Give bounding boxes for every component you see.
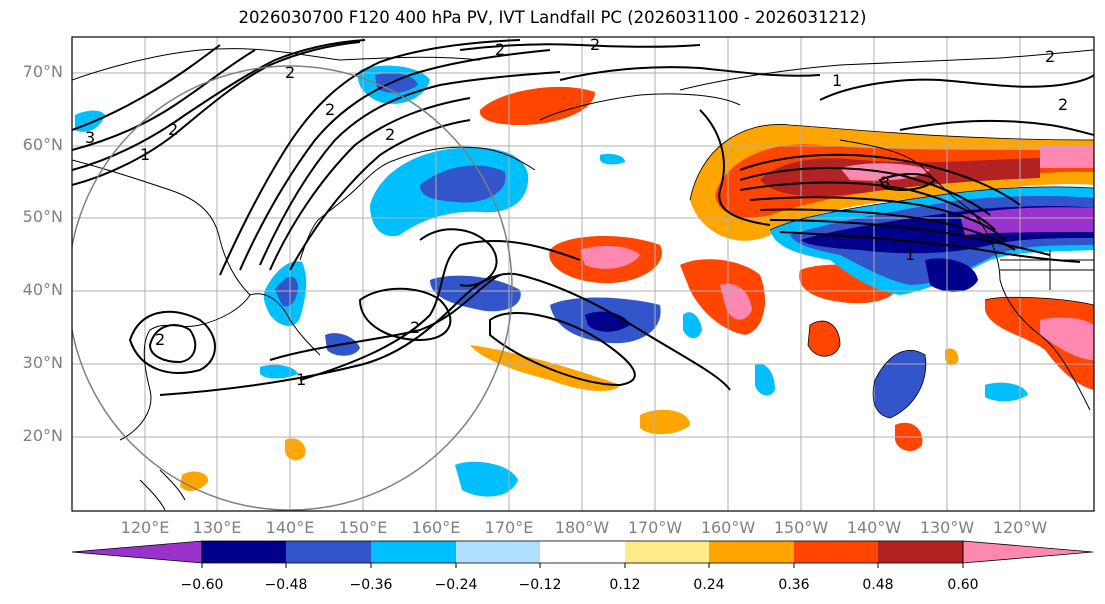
colorbar-tick-label: 0.36	[778, 577, 810, 593]
colorbar-segment	[371, 541, 456, 563]
contour-labels: 2 2 1 2 3 2 2 1 2 2 3 2 2 1 2 1	[85, 35, 1068, 389]
lon-label: 140°E	[265, 518, 315, 537]
contour-label: 2	[285, 63, 295, 82]
lon-label: 180°W	[554, 518, 610, 537]
contour-label: 2	[325, 100, 335, 119]
lon-label: 160°E	[411, 518, 461, 537]
lon-label: 170°W	[627, 518, 683, 537]
shading-outlines	[689, 124, 1094, 419]
lon-label: 150°E	[338, 518, 388, 537]
colorbar-segment	[456, 541, 540, 563]
pv-contours	[72, 39, 1094, 396]
contour-label: 2	[1058, 95, 1068, 114]
lat-label: 40°N	[22, 280, 63, 299]
colorbar-segment	[540, 541, 625, 563]
colorbar-tick-label: 0.24	[693, 577, 725, 593]
colorbar-extend-high	[962, 540, 1094, 564]
colorbar-extend-low	[71, 540, 203, 564]
contour-label: 1	[296, 370, 306, 389]
lon-label: 120°W	[992, 518, 1048, 537]
colorbar-tick-label: −0.48	[264, 577, 308, 593]
lat-label: 70°N	[22, 62, 63, 81]
graticule	[72, 37, 1094, 511]
contour-label: 2	[168, 120, 178, 139]
contour-label: 3	[85, 128, 95, 147]
colorbar-segment	[202, 541, 286, 563]
colorbar-segment	[709, 541, 794, 563]
contour-label: 1	[905, 245, 915, 264]
colorbar-tick-label: −0.24	[434, 577, 478, 593]
contour-label: 2	[155, 330, 165, 349]
lat-label: 20°N	[22, 426, 63, 445]
colorbar-segment	[794, 541, 878, 563]
colorbar-tick-label: 0.12	[609, 577, 641, 593]
contour-label: 2	[410, 318, 420, 337]
colorbar-tick-label: 0.48	[862, 577, 894, 593]
lat-label: 60°N	[22, 135, 63, 154]
colorbar-segment	[878, 541, 963, 563]
lat-label: 30°N	[22, 353, 63, 372]
map-panel: 2 2 1 2 3 2 2 1 2 2 3 2 2 1 2 1	[72, 35, 1094, 511]
lon-label: 160°W	[700, 518, 756, 537]
contour-label: 2	[590, 35, 600, 54]
colorbar-tick-label: −0.36	[349, 577, 393, 593]
colorbar-segment	[286, 541, 371, 563]
lon-label: 140°W	[846, 518, 902, 537]
colorbar-tick-label: −0.60	[180, 577, 224, 593]
lon-label: 150°W	[773, 518, 829, 537]
landfall-region-circle	[72, 65, 513, 511]
lon-label: 120°E	[120, 518, 170, 537]
figure-title: 2026030700 F120 400 hPa PV, IVT Landfall…	[238, 8, 867, 27]
coastlines	[72, 48, 1094, 511]
lat-label: 50°N	[22, 207, 63, 226]
lon-label: 130°W	[919, 518, 975, 537]
contour-label: 1	[140, 145, 150, 164]
colorbar-tick-label: 0.60	[947, 577, 979, 593]
lon-label: 170°E	[484, 518, 534, 537]
contour-label: 3	[880, 173, 890, 192]
map-frame	[71, 36, 1095, 512]
contour-label: 2	[495, 40, 505, 59]
lon-label: 130°E	[192, 518, 242, 537]
contour-label: 2	[1045, 47, 1055, 66]
positive-anomaly-gulf-alaska-max	[840, 145, 1094, 181]
colorbar	[71, 540, 1094, 568]
contour-label: 2	[385, 125, 395, 144]
colorbar-segment	[625, 541, 709, 563]
colorbar-tick-label: −0.12	[518, 577, 562, 593]
contour-label: 1	[832, 71, 842, 90]
